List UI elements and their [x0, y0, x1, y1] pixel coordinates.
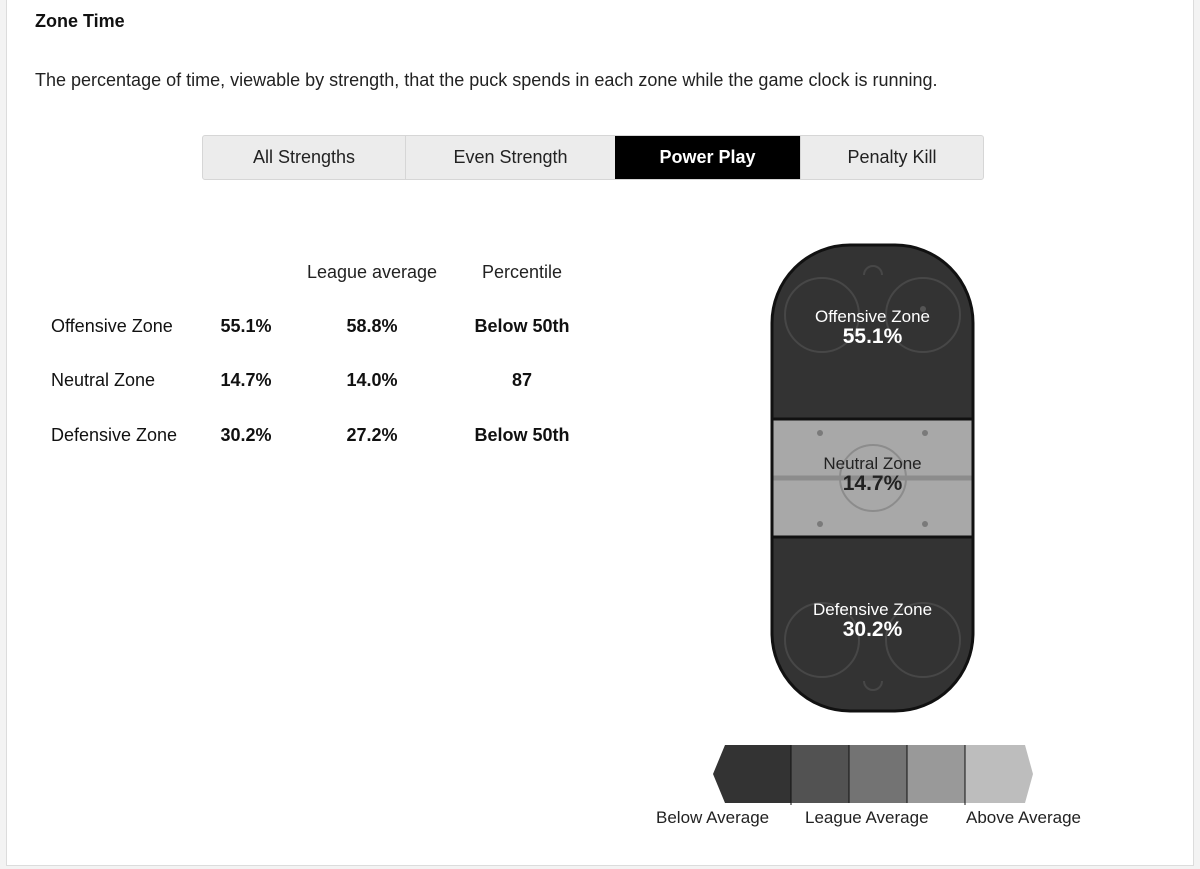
rink-graphic: [770, 243, 975, 713]
offensive-zone-name: Offensive Zone: [815, 307, 930, 326]
defensive-zone-name: Defensive Zone: [812, 600, 933, 619]
section-title: Zone Time: [35, 11, 125, 31]
row-value-defensive: 30.2%: [220, 425, 272, 445]
row-percentile-offensive: Below 50th: [474, 316, 570, 336]
faceoff-dot: [817, 521, 823, 527]
defensive-zone-value: 30.2%: [842, 618, 903, 641]
section-description: The percentage of time, viewable by stre…: [35, 70, 938, 90]
defensive-zone-label: Defensive Zone 30.2%: [770, 600, 975, 642]
row-league-defensive: 27.2%: [346, 425, 398, 445]
tab-penalty-kill[interactable]: Penalty Kill: [800, 136, 983, 179]
row-label-neutral: Neutral Zone: [51, 370, 156, 390]
legend-below-average: Below Average: [656, 808, 770, 827]
legend-league-average: League Average: [805, 808, 929, 827]
row-label-defensive: Defensive Zone: [51, 425, 178, 445]
row-percentile-neutral: 87: [511, 370, 533, 390]
row-league-offensive: 58.8%: [346, 316, 398, 336]
center-circle: [839, 444, 907, 512]
offensive-zone-area: [772, 245, 973, 419]
row-percentile-defensive: Below 50th: [474, 425, 570, 445]
row-league-neutral: 14.0%: [346, 370, 398, 390]
neutral-zone-label: Neutral Zone 14.7%: [770, 454, 975, 496]
faceoff-dot: [922, 430, 928, 436]
faceoff-circle: [885, 602, 961, 678]
goal-crease: [863, 265, 883, 276]
legend-segment: [965, 745, 1033, 803]
faceoff-dot: [922, 521, 928, 527]
tab-all-strengths[interactable]: All Strengths: [252, 147, 356, 167]
legend-segment: [713, 745, 791, 803]
rink-diagram: Offensive Zone 55.1% Neutral Zone 14.7% …: [770, 243, 975, 713]
defensive-zone-area: [772, 537, 973, 711]
faceoff-circle: [784, 277, 860, 353]
faceoff-circle: [885, 277, 961, 353]
offensive-zone-value: 55.1%: [842, 325, 903, 348]
rink-boards: [770, 243, 975, 713]
row-value-neutral: 14.7%: [220, 370, 272, 390]
color-scale-legend: [713, 745, 1033, 811]
offensive-zone-label: Offensive Zone 55.1%: [770, 307, 975, 349]
legend-segment: [849, 745, 907, 803]
faceoff-dot: [817, 430, 823, 436]
neutral-zone-value: 14.7%: [842, 472, 903, 495]
zone-time-card: [6, 0, 1194, 866]
tab-even-strength[interactable]: Even Strength: [405, 136, 615, 179]
legend-segment: [907, 745, 965, 803]
goal-crease: [863, 680, 883, 691]
legend-segment: [791, 745, 849, 803]
neutral-zone-name: Neutral Zone: [823, 454, 922, 473]
header-league-average: League average: [306, 262, 438, 282]
legend-above-average: Above Average: [966, 808, 1081, 827]
tab-power-play[interactable]: Power Play: [615, 136, 800, 179]
header-percentile: Percentile: [481, 262, 563, 282]
strength-tabs: All Strengths Even Strength Power Play P…: [202, 135, 984, 180]
row-value-offensive: 55.1%: [220, 316, 272, 336]
row-label-offensive: Offensive Zone: [51, 316, 173, 336]
faceoff-dot: [920, 306, 926, 312]
faceoff-circle: [784, 602, 860, 678]
